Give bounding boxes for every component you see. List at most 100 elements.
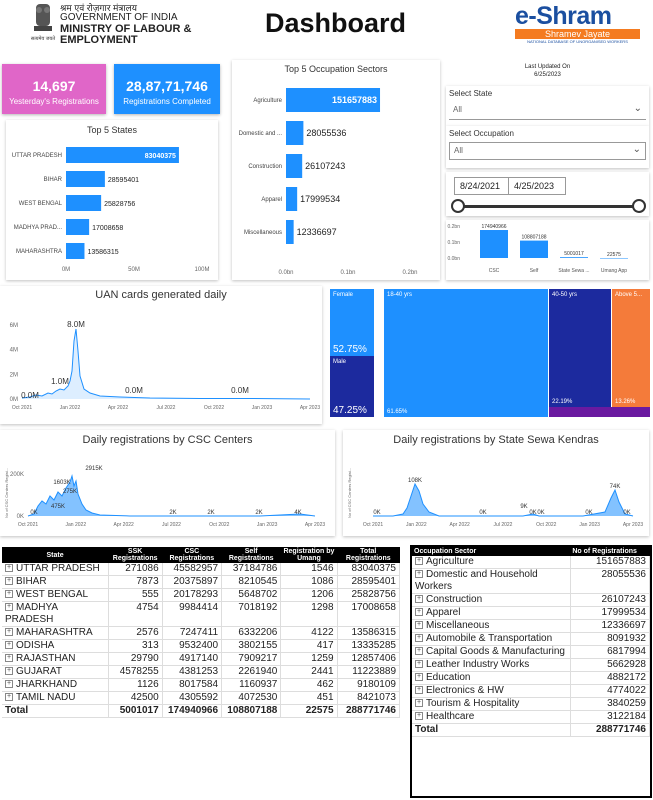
column-header[interactable]: CSC Registrations bbox=[162, 547, 222, 563]
table-row[interactable]: + Tourism & Hospitality 3840259 bbox=[412, 697, 650, 711]
column-header[interactable]: Self Registrations bbox=[221, 547, 281, 563]
total-row: Total 288771746 bbox=[412, 723, 650, 737]
date-range-filter: 8/24/2021 4/25/2023 bbox=[446, 172, 649, 216]
expand-icon[interactable]: + bbox=[5, 654, 13, 663]
x-tick-label: Umang App bbox=[601, 268, 627, 274]
state-cell: + TAMIL NADU bbox=[2, 691, 109, 705]
expand-icon[interactable]: + bbox=[415, 557, 423, 566]
expand-icon[interactable]: + bbox=[5, 590, 13, 599]
number-cell: 4381253 bbox=[162, 665, 223, 679]
occupation-filter-label: Select Occupation bbox=[449, 129, 514, 138]
expand-icon[interactable]: + bbox=[5, 564, 13, 573]
x-tick-label: Jul 2022 bbox=[494, 522, 513, 528]
cell-text: Total bbox=[5, 705, 29, 716]
bar bbox=[480, 230, 508, 258]
expand-icon[interactable]: + bbox=[415, 660, 423, 669]
expand-icon[interactable]: + bbox=[415, 608, 423, 617]
expand-icon[interactable]: + bbox=[415, 595, 423, 604]
table-row[interactable]: + WEST BENGAL 555 20178293 5648702 1206 258287… bbox=[2, 588, 400, 602]
cell-text: 8421073 bbox=[357, 692, 396, 703]
cell-text: 20178293 bbox=[173, 589, 219, 600]
cell-text: 462 bbox=[316, 679, 334, 690]
number-cell: 6817994 bbox=[570, 645, 650, 659]
cell-text: 5648702 bbox=[238, 589, 278, 600]
expand-icon[interactable]: + bbox=[415, 621, 423, 630]
expand-icon[interactable]: + bbox=[415, 634, 423, 643]
expand-icon[interactable]: + bbox=[415, 686, 423, 695]
state-dropdown[interactable]: All ⌄ bbox=[449, 102, 646, 120]
cell-text: 28595401 bbox=[351, 576, 397, 587]
column-header[interactable]: Registration by Umang bbox=[280, 547, 338, 563]
expand-icon[interactable]: + bbox=[5, 577, 13, 586]
expand-icon[interactable]: + bbox=[415, 647, 423, 656]
kpi-completed-registrations: 28,87,71,746 Registrations Completed bbox=[114, 64, 220, 114]
number-cell: 4774022 bbox=[570, 684, 650, 698]
expand-icon[interactable]: + bbox=[415, 699, 423, 708]
number-cell: 13586315 bbox=[337, 626, 400, 640]
table-row[interactable]: + Leather Industry Works 5662928 bbox=[412, 658, 650, 672]
expand-icon[interactable]: + bbox=[5, 603, 13, 612]
column-header[interactable]: SSK Registrations bbox=[108, 547, 163, 563]
column-header[interactable]: State bbox=[2, 547, 109, 563]
table-row[interactable]: + Domestic and Household Workers 28055536 bbox=[412, 568, 650, 594]
column-header[interactable]: No of Registrations bbox=[570, 547, 650, 556]
gender-male-block: Male 47.25% bbox=[330, 356, 374, 417]
emblem-caption: सत्यमेव जयते bbox=[31, 35, 55, 42]
occupation-dropdown[interactable]: All ⌄ bbox=[449, 142, 646, 160]
bar-category-label: Agriculture bbox=[253, 98, 282, 104]
x-tick-label: Jan 2023 bbox=[579, 522, 600, 528]
x-tick-label: 50M bbox=[128, 267, 140, 273]
column-header[interactable]: Occupation Sector bbox=[412, 547, 571, 556]
table-row[interactable]: + Apparel 17999534 bbox=[412, 606, 650, 620]
bar-value-label: 22575 bbox=[607, 252, 621, 258]
table-row[interactable]: + Agriculture 151657883 bbox=[412, 556, 650, 569]
table-row[interactable]: + TAMIL NADU 42500 4305592 4072530 451 8421073 bbox=[2, 691, 400, 705]
expand-icon[interactable]: + bbox=[415, 673, 423, 682]
table-row[interactable]: + Miscellaneous 12336697 bbox=[412, 619, 650, 633]
expand-icon[interactable]: + bbox=[415, 712, 423, 721]
brand-tagline: Shramev Jayate bbox=[515, 29, 640, 39]
table-row[interactable]: + JHARKHAND 1126 8017584 1160937 462 9180109 bbox=[2, 678, 400, 692]
expand-icon[interactable]: + bbox=[415, 570, 423, 579]
number-cell: 4305592 bbox=[162, 691, 223, 705]
column-header[interactable]: Total Registrations bbox=[337, 547, 400, 563]
kpi-completed-value: 28,87,71,746 bbox=[126, 78, 208, 94]
date-slider-end-handle[interactable] bbox=[632, 199, 646, 213]
table-row[interactable]: + ODISHA 313 9532400 3802155 417 13335285 bbox=[2, 639, 400, 653]
table-row[interactable]: + RAJASTHAN 29790 4917140 7909217 1259 1285740… bbox=[2, 652, 400, 666]
table-row[interactable]: + MADHYA PRADESH 4754 9984414 7018192 1298 170… bbox=[2, 601, 400, 627]
cell-text: 108807188 bbox=[227, 705, 278, 716]
table-row[interactable]: + Capital Goods & Manufacturing 6817994 bbox=[412, 645, 650, 659]
occupation-dropdown-value: All bbox=[454, 146, 463, 155]
table-row[interactable]: + Electronics & HW 4774022 bbox=[412, 684, 650, 698]
table-row[interactable]: + BIHAR 7873 20375897 8210545 1086 28595401 bbox=[2, 575, 400, 589]
age-other-block bbox=[549, 407, 650, 417]
table-row[interactable]: + Construction 26107243 bbox=[412, 593, 650, 607]
data-label: 2915K bbox=[85, 466, 102, 472]
cell-text: 4578255 bbox=[119, 666, 159, 677]
occupation-table-grid: Occupation Sector No of Registrations + Ag… bbox=[412, 547, 650, 737]
table-row[interactable]: + Healthcare 3122184 bbox=[412, 710, 650, 724]
date-slider-start-handle[interactable] bbox=[451, 199, 465, 213]
table-row[interactable]: + GUJARAT 4578255 4381253 2261940 2441 1122388… bbox=[2, 665, 400, 679]
date-from-input[interactable]: 8/24/2021 bbox=[454, 177, 512, 195]
date-to-input[interactable]: 4/25/2023 bbox=[508, 177, 566, 195]
table-row[interactable]: + Automobile & Transportation 8091932 bbox=[412, 632, 650, 646]
expand-icon[interactable]: + bbox=[5, 693, 13, 702]
expand-icon[interactable]: + bbox=[5, 680, 13, 689]
table-row[interactable]: + UTTAR PRADESH 271086 45582957 37184786 1546… bbox=[2, 563, 400, 576]
number-cell: 417 bbox=[280, 639, 338, 653]
cell-text: Apparel bbox=[426, 607, 461, 618]
x-tick-label: Oct 2021 bbox=[12, 405, 33, 411]
expand-icon[interactable]: + bbox=[5, 641, 13, 650]
expand-icon[interactable]: + bbox=[5, 628, 13, 637]
x-tick-label: Apr 2022 bbox=[108, 405, 129, 411]
number-cell: 271086 bbox=[108, 563, 163, 576]
cell-text: 25828756 bbox=[351, 589, 397, 600]
table-row[interactable]: + Education 4882172 bbox=[412, 671, 650, 685]
bar-category-label: UTTAR PRADESH bbox=[12, 153, 62, 159]
expand-icon[interactable]: + bbox=[5, 667, 13, 676]
x-tick-label: Jan 2023 bbox=[252, 405, 273, 411]
cell-text: 26107243 bbox=[601, 594, 647, 605]
table-row[interactable]: + MAHARASHTRA 2576 7247411 6332206 4122 135863… bbox=[2, 626, 400, 640]
